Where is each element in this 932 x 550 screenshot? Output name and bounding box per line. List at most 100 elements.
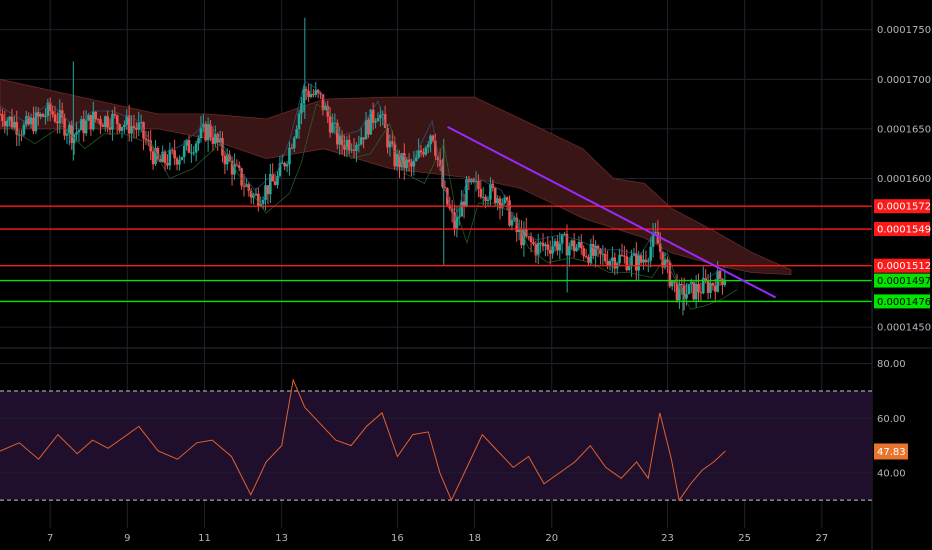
candle-body xyxy=(175,158,179,165)
candle-body xyxy=(60,110,64,118)
candle-body xyxy=(357,144,361,146)
candle-body xyxy=(185,140,188,146)
candle-body xyxy=(278,163,282,176)
candle-body xyxy=(132,126,136,128)
candle-body xyxy=(355,144,358,151)
candle-body xyxy=(228,154,231,162)
candle-body xyxy=(496,198,499,204)
candle-body xyxy=(276,175,279,185)
candle-body xyxy=(75,132,78,135)
candle-body xyxy=(402,153,406,169)
candle-body xyxy=(635,253,638,271)
ichimoku-cloud xyxy=(0,78,792,276)
candle-body xyxy=(436,155,440,161)
candle-body xyxy=(316,90,320,93)
level-tag-1 xyxy=(874,199,930,214)
candle-body xyxy=(484,196,487,201)
candle-body xyxy=(486,199,490,201)
candle-body xyxy=(465,179,468,207)
candle-body xyxy=(611,257,614,262)
level-tag-label: 0.0001572 xyxy=(877,202,931,213)
candle-body xyxy=(400,153,404,168)
candle-body xyxy=(192,152,196,154)
level-tag-4 xyxy=(874,273,930,288)
candle-body xyxy=(269,174,272,195)
candle-body xyxy=(163,151,167,164)
candle-body xyxy=(668,262,672,287)
price-axis-label: 0.0001650 xyxy=(877,124,931,135)
trendline[interactable] xyxy=(447,126,777,299)
candle-body xyxy=(367,119,370,135)
candle-body xyxy=(527,236,530,238)
candle-body xyxy=(371,109,375,123)
candle-body xyxy=(682,284,686,299)
candle-body xyxy=(383,114,387,128)
candle-body xyxy=(426,144,430,148)
candle-body xyxy=(197,138,200,144)
candle-body xyxy=(147,140,150,142)
candle-body xyxy=(3,121,7,127)
candle-body xyxy=(608,261,612,267)
candle-body xyxy=(190,152,193,154)
lagging-line xyxy=(11,103,738,310)
candle-body xyxy=(225,154,229,165)
candle-body xyxy=(618,254,621,264)
candle-body xyxy=(199,127,203,139)
candle-body xyxy=(209,124,212,138)
candle-body xyxy=(422,152,425,155)
candle-body xyxy=(156,148,160,160)
candle-body xyxy=(510,219,514,226)
candle-body xyxy=(211,137,215,144)
candle-body xyxy=(216,133,219,143)
candle-body xyxy=(508,200,511,226)
level-tag-2 xyxy=(874,222,930,237)
candle-body xyxy=(154,148,157,165)
candle-body xyxy=(206,124,210,141)
candle-body xyxy=(223,155,227,165)
candle-body xyxy=(297,113,301,130)
candle-body xyxy=(142,122,145,139)
price-axis-label: 0.0001450 xyxy=(877,323,931,334)
candle-body xyxy=(646,260,650,262)
candle-body xyxy=(144,138,148,141)
candle-body xyxy=(321,94,325,111)
candle-body xyxy=(111,113,114,130)
date-axis-label: 25 xyxy=(738,533,751,544)
candle-body xyxy=(280,162,284,164)
oscillator-line xyxy=(0,378,726,502)
candle-body xyxy=(563,233,566,235)
candle-body xyxy=(285,164,289,167)
candle-body xyxy=(493,188,497,204)
candle-body xyxy=(204,123,208,141)
candle-body xyxy=(713,285,717,292)
candle-body xyxy=(658,243,662,252)
candle-body xyxy=(429,135,432,145)
candle-body xyxy=(697,283,700,293)
candle-body xyxy=(266,185,270,195)
candle-body xyxy=(213,133,217,144)
candle-body xyxy=(161,151,164,163)
candle-body xyxy=(362,137,365,140)
candle-body xyxy=(589,244,593,264)
candle-body xyxy=(283,162,286,167)
candle-body xyxy=(307,90,310,97)
candle-body xyxy=(379,114,382,119)
candle-body xyxy=(221,138,224,156)
candle-body xyxy=(651,233,655,247)
candle-body xyxy=(649,246,652,261)
candle-body xyxy=(376,118,380,122)
candle-body xyxy=(46,102,50,117)
candle-body xyxy=(72,134,76,144)
candle-body xyxy=(694,283,698,300)
candle-body xyxy=(460,201,463,217)
candle-body xyxy=(139,122,143,124)
candle-body xyxy=(254,193,258,196)
candle-body xyxy=(584,256,588,258)
candle-body xyxy=(170,149,174,151)
candle-body xyxy=(474,180,478,182)
candle-body xyxy=(135,127,138,130)
candle-body xyxy=(381,114,385,116)
candle-body xyxy=(290,147,294,149)
candle-body xyxy=(89,114,93,130)
